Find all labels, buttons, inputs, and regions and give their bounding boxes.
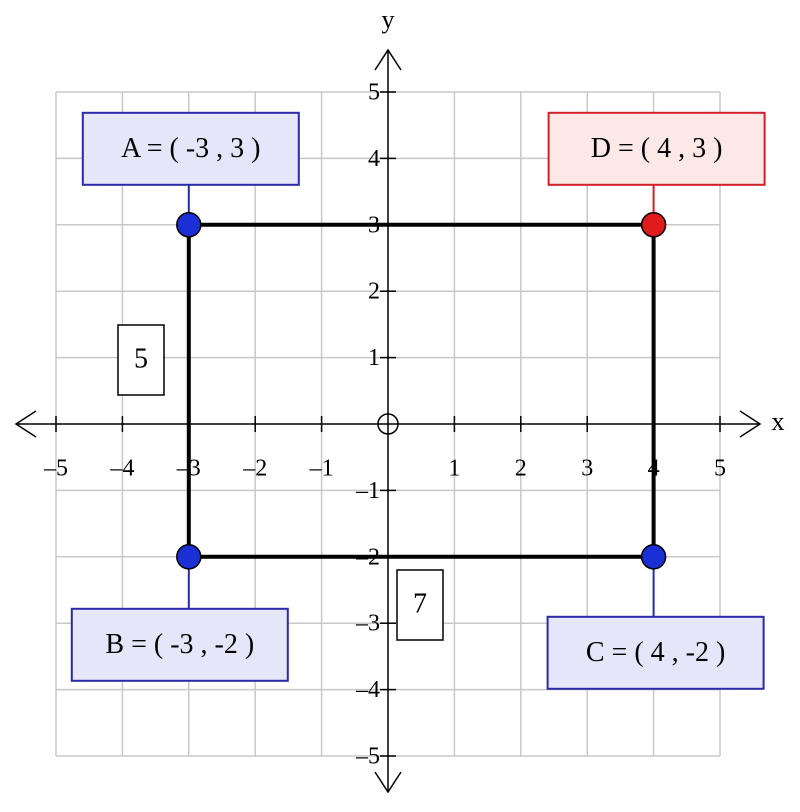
point-label: B = ( -3 , -2 ) xyxy=(105,629,254,660)
x-tick-label: 2 xyxy=(515,456,527,482)
x-tick-label: 3 xyxy=(581,456,593,482)
point-label-box xyxy=(547,111,766,186)
y-tick-label: 4 xyxy=(368,146,380,172)
y-tick-label: –1 xyxy=(355,478,380,504)
x-arrow-left xyxy=(14,410,37,438)
y-tick-label: 1 xyxy=(368,345,380,371)
y-tick-label: –4 xyxy=(355,677,380,703)
point-label-box xyxy=(546,615,765,690)
point-label: D = ( 4 , 3 ) xyxy=(591,133,723,164)
side-label: 5 xyxy=(134,343,148,374)
y-arrow-down xyxy=(374,771,402,794)
y-axis-label: y xyxy=(382,5,395,34)
side-label-box xyxy=(117,324,165,396)
y-tick-label: –3 xyxy=(355,611,380,637)
x-tick-label: 1 xyxy=(448,456,460,482)
point-label: A = ( -3 , 3 ) xyxy=(121,133,260,164)
side-label-box xyxy=(396,569,444,641)
y-arrow-up xyxy=(374,48,402,71)
x-tick-label: –4 xyxy=(109,456,134,482)
y-tick-label: 2 xyxy=(368,279,380,305)
x-arrow-right xyxy=(739,410,762,438)
y-tick-label: 5 xyxy=(368,80,380,106)
side-label: 7 xyxy=(413,588,427,619)
point xyxy=(640,544,667,570)
point xyxy=(176,212,202,238)
point-label-box xyxy=(70,607,289,682)
x-axis-label: x xyxy=(772,407,785,436)
x-tick-label: 5 xyxy=(714,456,726,482)
x-tick-label: –1 xyxy=(309,456,334,482)
point xyxy=(176,544,202,570)
x-tick-label: –5 xyxy=(43,456,68,482)
shapes: 5 7 A = ( -3 , 3 ) B = ( -3 , -2 ) C = ( 4 ,… xyxy=(70,111,766,690)
rectangle xyxy=(186,222,656,559)
point-label: C = ( 4 , -2 ) xyxy=(586,637,725,668)
point xyxy=(640,212,667,238)
y-tick-label: –5 xyxy=(355,744,380,770)
point-label-box xyxy=(81,111,300,186)
x-tick-label: –2 xyxy=(242,456,267,482)
